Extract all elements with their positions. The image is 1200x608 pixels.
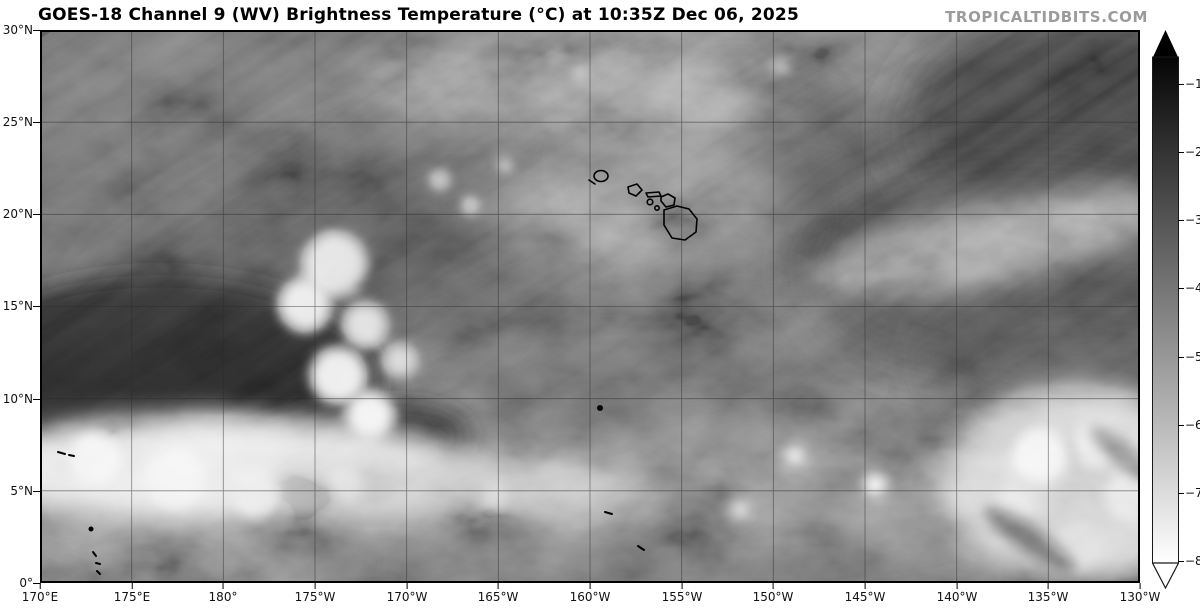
lat-tick-30n: 30°N [2,23,41,37]
lon-tick-170w: 170°W [386,583,428,604]
watermark: TROPICALTIDBITS.COM [945,8,1148,26]
colorbar-tick-m50: −50 [1177,350,1200,364]
lon-tick-155w: 155°W [661,583,703,604]
lon-tick-160w: 160°W [569,583,611,604]
colorbar-tick-m40: −40 [1177,281,1200,295]
colorbar-tick-m10: −10 [1177,77,1200,91]
page-title: GOES-18 Channel 9 (WV) Brightness Temper… [38,5,799,25]
lat-tick-25n: 25°N [2,115,41,129]
colorbar-tick-m70: −70 [1177,486,1200,500]
hawaii-islands-outline [588,169,698,241]
lon-tick-175e: 175°E [113,583,151,604]
lon-tick-170e: 170°E [21,583,59,604]
lon-tick-130w: 130°W [1119,583,1161,604]
cirrus-streaks [40,30,1140,583]
colorbar-tick-m60: −60 [1177,418,1200,432]
lon-tick-145w: 145°W [844,583,886,604]
equatorial-islands-outline [57,405,645,575]
colorbar-tick-m80: −80 [1177,554,1200,568]
satellite-image [40,30,1140,583]
colorbar-arrow-down [1151,562,1180,590]
colorbar [1151,30,1180,590]
lon-tick-135w: 135°W [1027,583,1069,604]
map-canvas [40,30,1140,583]
lon-tick-175w: 175°W [294,583,336,604]
lon-tick-165w: 165°W [477,583,519,604]
lon-tick-150w: 150°W [752,583,794,604]
lat-tick-10n: 10°N [2,392,41,406]
lat-tick-0: 0° [19,576,40,590]
colorbar-arrow-up [1153,30,1178,57]
lat-tick-5n: 5°N [10,484,40,498]
lat-tick-15n: 15°N [2,299,41,313]
lon-tick-180: 180° [208,583,238,604]
colorbar-gradient [1151,30,1180,590]
lon-tick-140w: 140°W [936,583,978,604]
colorbar-tick-m20: −20 [1177,145,1200,159]
colorbar-tick-m30: −30 [1177,213,1200,227]
lat-tick-20n: 20°N [2,207,41,221]
map-border [40,30,1140,583]
grid-lines [40,30,1140,583]
